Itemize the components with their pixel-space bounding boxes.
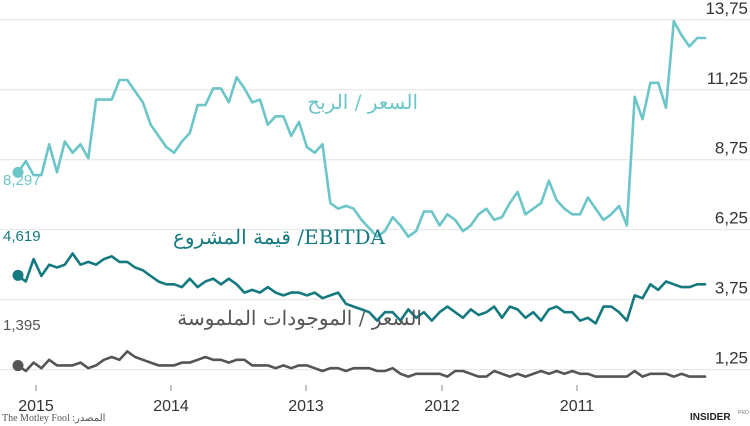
x-tick-label: 2013 <box>288 398 324 415</box>
y-tick-label: 3,75 <box>715 279 748 298</box>
series-labels: 8,297 السعر / الربح 4,619 قيمة المشروع /EBI… <box>3 90 422 334</box>
series-start-markers <box>12 166 24 372</box>
x-tick-label: 2012 <box>424 398 460 415</box>
series-line <box>16 350 707 378</box>
y-tick-label: 8,75 <box>715 139 748 158</box>
y-tick-label: 1,25 <box>715 349 748 368</box>
y-tick-label: 11,25 <box>707 69 748 88</box>
series-name-label: السعر / الموجودات الملموسة <box>177 306 422 330</box>
source-note: The Motley Fool :المصدر <box>2 413 105 424</box>
series-lines <box>16 19 707 378</box>
brand-logo: INSIDER <box>690 412 731 423</box>
series-start-dot <box>12 360 24 372</box>
x-tick-label: 2014 <box>153 398 189 415</box>
series-start-dot <box>12 166 24 178</box>
x-tick-label: 2011 <box>560 398 595 415</box>
series-line <box>16 19 707 238</box>
series-name-label: قيمة المشروع /EBITDA <box>173 225 386 249</box>
x-tick-label: 2015 <box>18 398 54 415</box>
y-tick-label: 13,75 <box>705 0 748 18</box>
x-axis-ticks: 2015 2014 2013 2012 2011 <box>18 385 594 415</box>
series-start-value: 8,297 <box>3 172 41 189</box>
series-start-value: 1,395 <box>3 317 41 334</box>
series-line <box>16 252 707 325</box>
series-start-value: 4,619 <box>3 228 41 245</box>
series-start-dot <box>12 269 24 281</box>
y-axis-ticks: 13,75 11,25 8,75 6,25 3,75 1,25 <box>705 0 748 368</box>
series-name-label: السعر / الربح <box>307 90 418 114</box>
brand-logo-sub: PRO <box>738 410 749 416</box>
y-tick-label: 6,25 <box>715 209 748 228</box>
